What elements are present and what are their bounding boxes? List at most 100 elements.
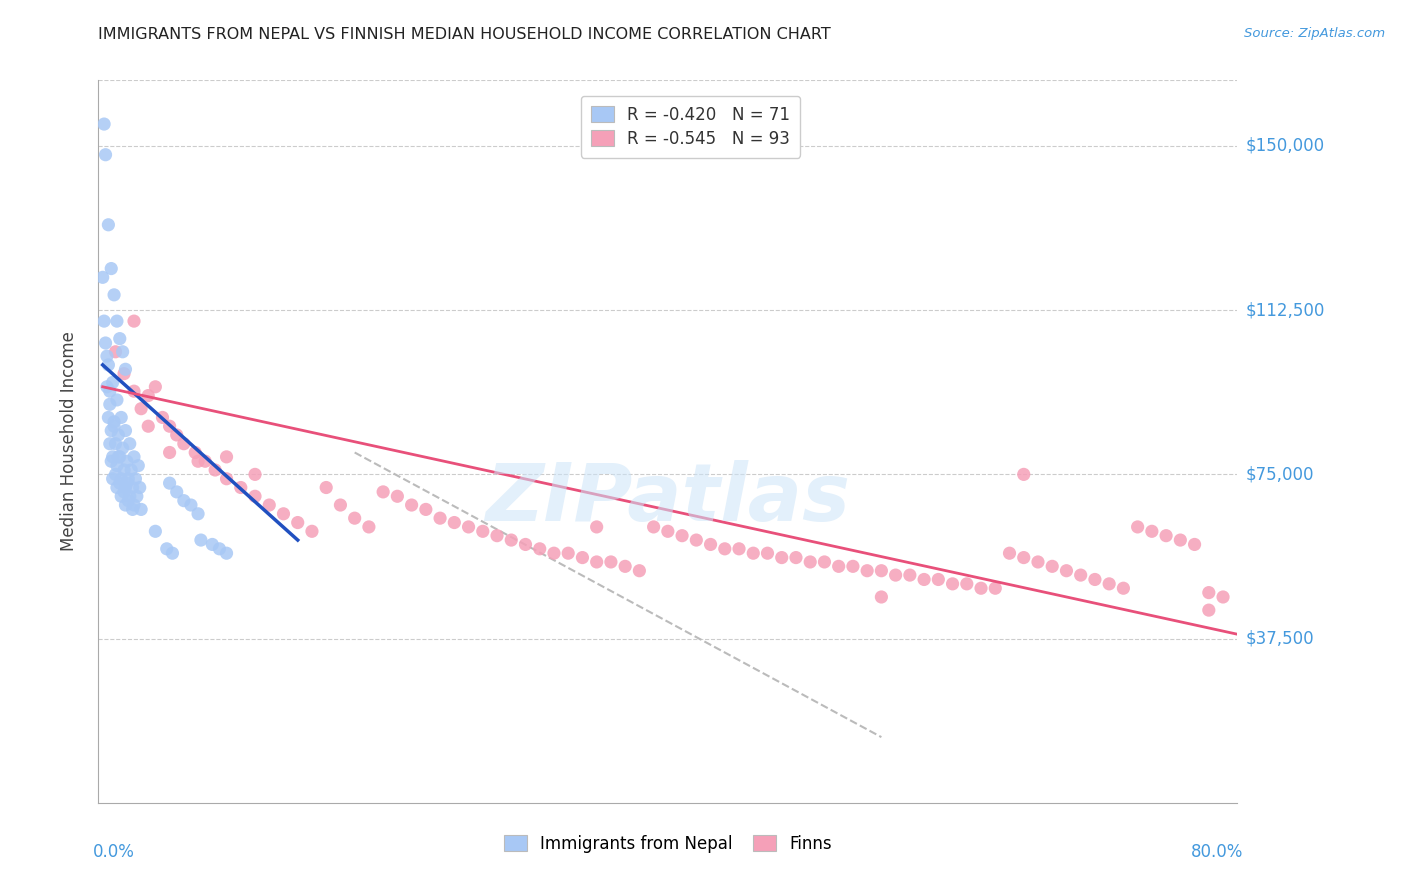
Point — [101, 376, 124, 390]
Point — [208, 541, 231, 556]
Point — [1084, 573, 1107, 587]
Point — [956, 577, 979, 591]
Point — [571, 550, 593, 565]
Point — [387, 489, 409, 503]
Point — [94, 336, 117, 351]
Point — [145, 380, 167, 394]
Point — [122, 314, 145, 328]
Point — [273, 507, 295, 521]
Point — [110, 472, 132, 486]
Point — [415, 502, 437, 516]
Point — [98, 384, 121, 399]
Legend: Immigrants from Nepal, Finns: Immigrants from Nepal, Finns — [496, 828, 839, 860]
Text: $150,000: $150,000 — [1246, 137, 1324, 155]
Point — [124, 472, 146, 486]
Point — [243, 467, 266, 482]
Point — [129, 502, 152, 516]
Point — [96, 349, 118, 363]
Point — [998, 546, 1021, 560]
Point — [122, 450, 145, 464]
Point — [103, 415, 125, 429]
Point — [162, 546, 184, 560]
Point — [166, 484, 188, 499]
Point — [111, 441, 134, 455]
Point — [104, 344, 127, 359]
Point — [108, 476, 131, 491]
Point — [118, 436, 141, 450]
Point — [1040, 559, 1063, 574]
Point — [714, 541, 737, 556]
Point — [201, 537, 224, 551]
Point — [190, 533, 212, 547]
Point — [122, 498, 145, 512]
Point — [614, 559, 637, 574]
Point — [114, 362, 136, 376]
Point — [105, 481, 128, 495]
Point — [1198, 585, 1220, 599]
Point — [114, 424, 136, 438]
Point — [1154, 529, 1177, 543]
Point — [122, 384, 145, 399]
Point — [884, 568, 907, 582]
Y-axis label: Median Household Income: Median Household Income — [59, 332, 77, 551]
Point — [194, 454, 217, 468]
Point — [93, 314, 115, 328]
Point — [129, 401, 152, 416]
Text: IMMIGRANTS FROM NEPAL VS FINNISH MEDIAN HOUSEHOLD INCOME CORRELATION CHART: IMMIGRANTS FROM NEPAL VS FINNISH MEDIAN … — [98, 27, 831, 42]
Point — [101, 450, 124, 464]
Point — [942, 577, 965, 591]
Point — [927, 573, 949, 587]
Point — [671, 529, 693, 543]
Point — [373, 484, 395, 499]
Point — [1212, 590, 1234, 604]
Point — [112, 463, 135, 477]
Point — [117, 493, 139, 508]
Point — [315, 481, 337, 495]
Point — [100, 261, 122, 276]
Point — [145, 524, 167, 539]
Point — [112, 367, 135, 381]
Point — [1184, 537, 1206, 551]
Point — [104, 436, 127, 450]
Point — [115, 454, 138, 468]
Point — [543, 546, 565, 560]
Point — [343, 511, 366, 525]
Point — [557, 546, 579, 560]
Point — [585, 520, 607, 534]
Point — [870, 564, 893, 578]
Point — [128, 481, 150, 495]
Point — [127, 458, 149, 473]
Point — [159, 476, 181, 491]
Point — [98, 397, 121, 411]
Point — [156, 541, 179, 556]
Point — [856, 564, 879, 578]
Point — [187, 507, 209, 521]
Point — [842, 559, 865, 574]
Point — [585, 555, 607, 569]
Point — [97, 410, 120, 425]
Point — [685, 533, 707, 547]
Point — [912, 573, 935, 587]
Point — [121, 502, 143, 516]
Point — [501, 533, 523, 547]
Point — [136, 419, 159, 434]
Point — [529, 541, 551, 556]
Point — [742, 546, 765, 560]
Point — [173, 493, 195, 508]
Point — [184, 445, 207, 459]
Point — [115, 476, 138, 491]
Point — [870, 590, 893, 604]
Point — [93, 117, 115, 131]
Point — [229, 481, 252, 495]
Point — [100, 454, 122, 468]
Point — [110, 489, 132, 503]
Point — [105, 314, 128, 328]
Point — [114, 498, 136, 512]
Point — [180, 498, 202, 512]
Point — [643, 520, 665, 534]
Point — [813, 555, 835, 569]
Point — [103, 288, 125, 302]
Point — [105, 392, 128, 407]
Point — [287, 516, 309, 530]
Point — [215, 546, 238, 560]
